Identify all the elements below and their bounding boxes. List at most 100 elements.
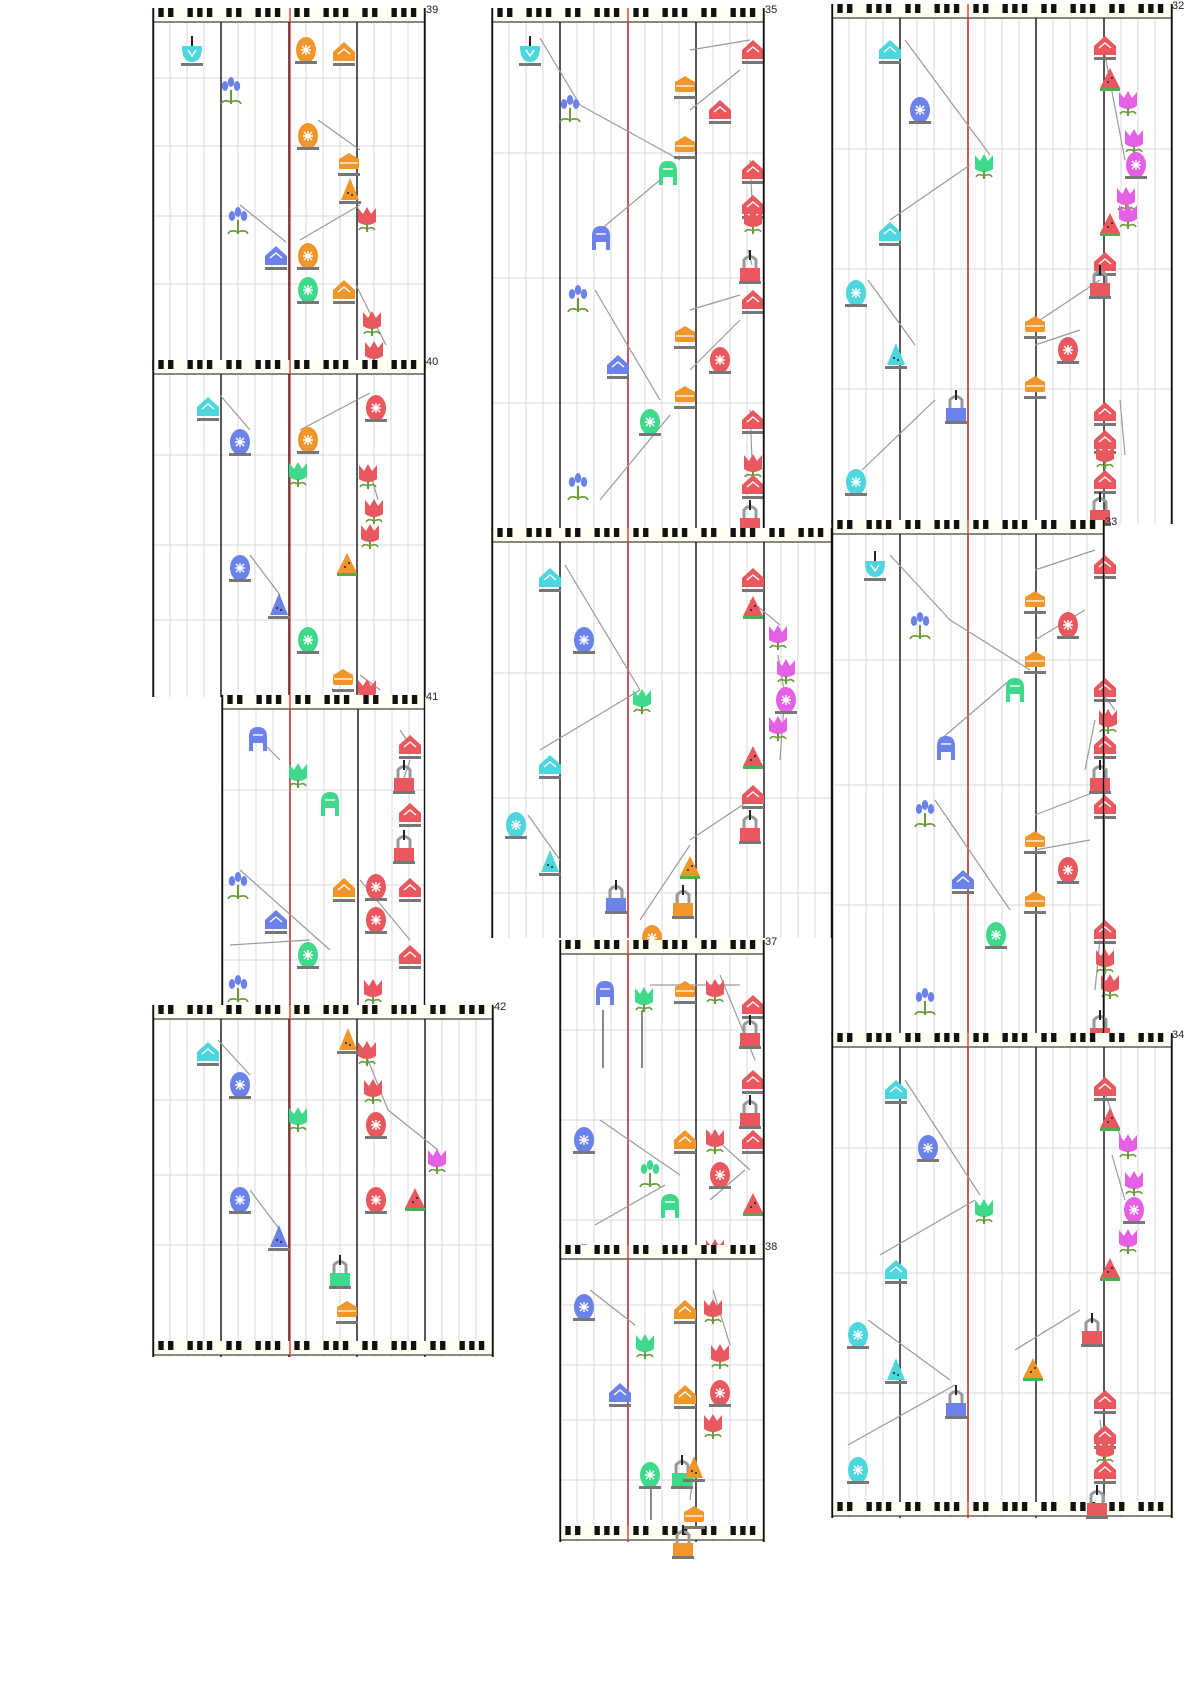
tulip-icon — [975, 1199, 993, 1224]
watermelon-icon — [743, 746, 763, 769]
connector-line — [249, 554, 281, 596]
tulip-icon — [1119, 1229, 1137, 1254]
pot-icon — [181, 36, 203, 66]
connector-line — [594, 1184, 666, 1226]
house-icon — [709, 100, 731, 124]
egg-icon — [845, 469, 867, 496]
cake-icon — [1024, 651, 1046, 674]
lane-grid — [559, 1245, 765, 1542]
staff-canvas — [152, 360, 426, 704]
house-icon — [742, 40, 764, 64]
connector-line — [949, 619, 1031, 671]
tulip-icon — [706, 979, 724, 1004]
egg-icon — [297, 123, 319, 150]
pot-icon — [519, 36, 541, 66]
hyacinth-icon — [567, 285, 589, 313]
tulip-icon — [769, 625, 787, 650]
measure-panel-33: 33 — [831, 516, 1119, 1044]
house-icon — [879, 222, 901, 246]
house-icon — [1094, 470, 1116, 494]
watermelon-icon — [337, 553, 357, 576]
keyboard-strip — [560, 1526, 764, 1541]
connector-line — [689, 294, 741, 311]
cake-icon — [674, 76, 696, 99]
house-icon — [539, 755, 561, 779]
pyramid-icon — [539, 850, 561, 876]
watermelon-icon — [1100, 1108, 1120, 1131]
egg-icon — [709, 1162, 731, 1189]
lock-icon — [393, 760, 415, 794]
hyacinth-icon — [909, 612, 931, 640]
spade-icon — [592, 226, 610, 250]
connector-line — [939, 679, 1011, 741]
connector-line — [904, 39, 991, 156]
egg-icon — [297, 942, 319, 969]
measure-panel-35: 35 — [491, 4, 777, 534]
tulip-icon — [289, 763, 307, 788]
house-icon — [885, 1260, 907, 1284]
tulip-icon — [636, 1334, 654, 1359]
house-icon — [265, 246, 287, 270]
egg-icon — [1057, 857, 1079, 884]
house-icon — [674, 1300, 696, 1324]
egg-icon — [365, 907, 387, 934]
house-icon — [742, 410, 764, 434]
house-icon — [333, 280, 355, 304]
connector-line — [527, 814, 561, 861]
tulip-icon — [364, 979, 382, 1004]
connector-line — [861, 399, 936, 471]
lock-icon — [393, 830, 415, 864]
egg-icon — [709, 1380, 731, 1407]
tulip-icon — [704, 1414, 722, 1439]
keyboard-strip — [832, 1033, 1172, 1048]
pyramid-icon — [268, 593, 290, 619]
egg-icon — [297, 243, 319, 270]
keyboard-strip — [153, 1005, 493, 1020]
house-icon — [399, 878, 421, 902]
connector-line — [1014, 1309, 1081, 1351]
lane-grid — [831, 4, 1173, 524]
keyboard-strip — [560, 1245, 764, 1260]
measure-number: 34 — [1172, 1029, 1185, 1041]
house-icon — [1094, 678, 1116, 702]
hyacinth-icon — [227, 975, 249, 1003]
connector-line — [1034, 839, 1091, 851]
house-icon — [197, 397, 219, 421]
cake-icon — [336, 1301, 358, 1324]
lock-icon — [1089, 265, 1111, 299]
measure-number: 42 — [494, 1001, 507, 1013]
measure-number: 35 — [765, 4, 778, 16]
connector-line — [1119, 399, 1126, 456]
connector-line — [589, 1289, 636, 1326]
staff-canvas — [152, 1005, 494, 1357]
house-icon — [879, 40, 901, 64]
tulip-icon — [769, 716, 787, 741]
house-icon — [742, 568, 764, 592]
keyboard-strip — [153, 360, 425, 375]
egg-icon — [775, 687, 797, 714]
house-icon — [265, 910, 287, 934]
house-icon — [399, 945, 421, 969]
connector-line — [1034, 789, 1101, 816]
pot-icon — [864, 551, 886, 581]
connector-line — [889, 164, 971, 221]
house-icon — [742, 785, 764, 809]
egg-icon — [365, 1112, 387, 1139]
connector-line — [539, 689, 641, 751]
watermelon-icon — [1023, 1358, 1043, 1381]
egg-icon — [297, 627, 319, 654]
hyacinth-icon — [227, 207, 249, 235]
hyacinth-icon — [914, 988, 936, 1016]
house-icon — [539, 568, 561, 592]
connector-line — [219, 394, 251, 431]
egg-icon — [985, 922, 1007, 949]
connector-line — [239, 204, 287, 243]
house-icon — [399, 735, 421, 759]
cake-icon — [674, 386, 696, 409]
lock-icon — [739, 810, 761, 844]
connector-line — [889, 554, 951, 621]
tulip-icon — [704, 1299, 722, 1324]
connector-line — [564, 564, 641, 691]
pyramid-icon — [337, 1028, 359, 1054]
tulip-icon — [1101, 974, 1119, 999]
